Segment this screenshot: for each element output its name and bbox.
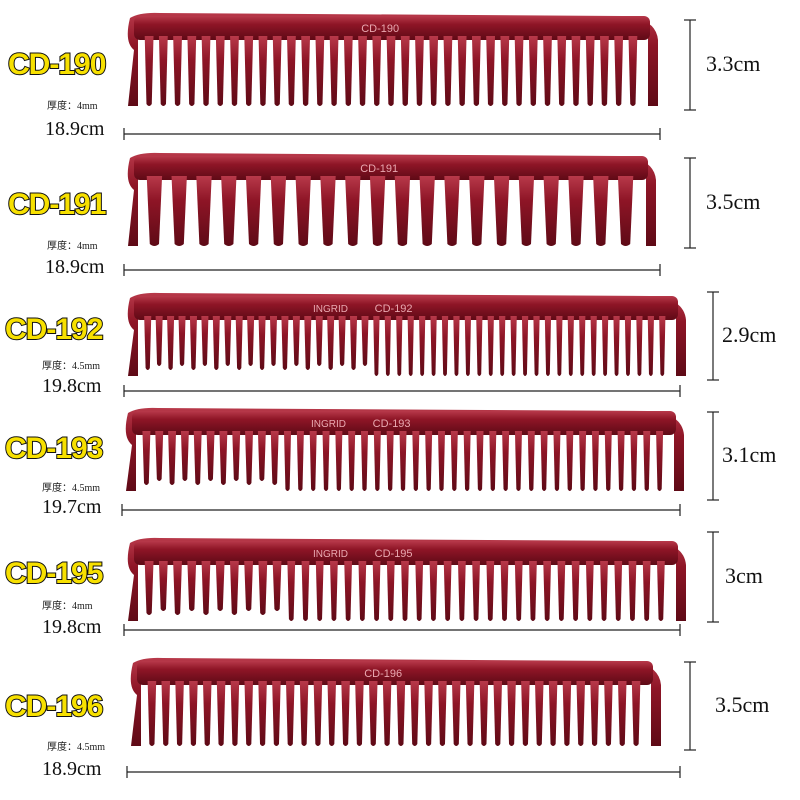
height-label: 2.9cm <box>722 322 777 347</box>
comb-image: CD-196 <box>130 657 661 746</box>
comb-brand-text: INGRID <box>313 549 348 560</box>
model-label: CD-193 <box>4 431 104 466</box>
thickness-label: 厚度：4.5mm <box>42 361 101 372</box>
thickness-label: 厚度：4mm <box>42 601 93 612</box>
height-label: 3.1cm <box>722 442 777 467</box>
length-label: 19.8cm <box>42 375 102 397</box>
height-label: 3cm <box>725 563 763 588</box>
comb-brand-text: INGRID <box>313 304 348 315</box>
model-label: CD-190 <box>7 47 107 82</box>
comb-print-text: CD-191 <box>360 163 398 175</box>
comb-print-text: CD-195 <box>375 548 413 560</box>
model-label: CD-195 <box>4 556 104 591</box>
comb-image: CD-192 INGRID <box>127 292 686 376</box>
height-label: 3.5cm <box>706 189 761 214</box>
comb-print-text: CD-193 <box>373 418 411 430</box>
comb-image: CD-193 INGRID <box>125 407 684 491</box>
comb-image: CD-195 INGRID <box>127 537 686 621</box>
thickness-label: 厚度：4.5mm <box>47 742 106 753</box>
thickness-label: 厚度：4.5mm <box>42 483 101 494</box>
thickness-label: 厚度：4mm <box>47 241 98 252</box>
thickness-label: 厚度：4mm <box>47 101 98 112</box>
height-label: 3.5cm <box>715 692 770 717</box>
length-label: 18.9cm <box>45 118 105 140</box>
comb-image: CD-190 <box>127 12 658 106</box>
comb-image: CD-191 <box>127 152 656 246</box>
comb-print-text: CD-190 <box>361 23 399 35</box>
model-label: CD-192 <box>4 312 104 347</box>
height-label: 3.3cm <box>706 51 761 76</box>
comb-brand-text: INGRID <box>311 419 346 430</box>
length-label: 18.9cm <box>42 758 102 780</box>
length-label: 19.8cm <box>42 616 102 638</box>
model-label: CD-196 <box>4 689 104 724</box>
comb-print-text: CD-196 <box>364 668 402 680</box>
length-label: 18.9cm <box>45 256 105 278</box>
model-label: CD-191 <box>7 187 107 222</box>
length-label: 19.7cm <box>42 496 102 518</box>
comb-print-text: CD-192 <box>375 303 413 315</box>
